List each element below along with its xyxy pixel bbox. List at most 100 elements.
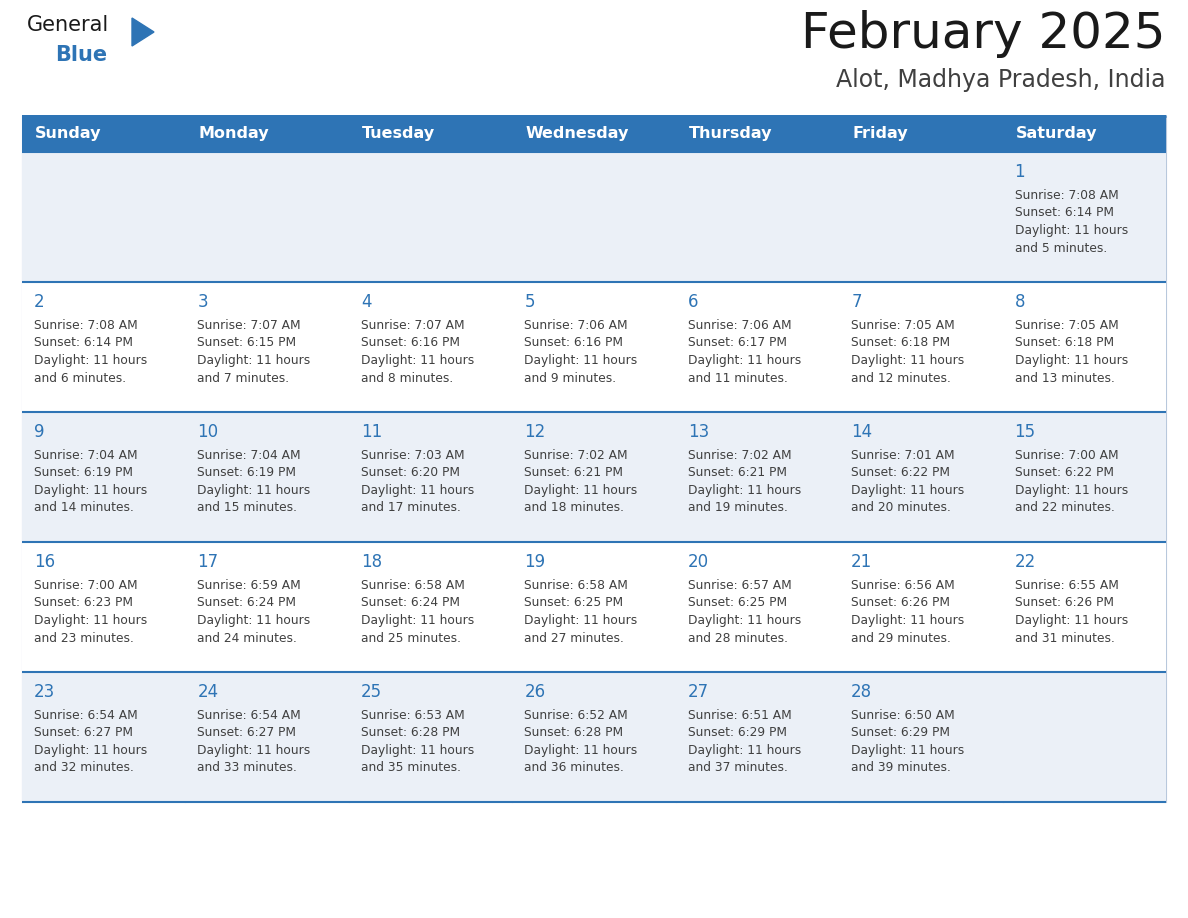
Bar — [676, 282, 839, 412]
Text: Sunrise: 7:02 AM
Sunset: 6:21 PM
Daylight: 11 hours
and 19 minutes.: Sunrise: 7:02 AM Sunset: 6:21 PM Dayligh… — [688, 449, 801, 514]
Text: 21: 21 — [851, 553, 872, 571]
Text: 3: 3 — [197, 293, 208, 311]
Bar — [349, 116, 512, 152]
Text: Sunrise: 6:57 AM
Sunset: 6:25 PM
Daylight: 11 hours
and 28 minutes.: Sunrise: 6:57 AM Sunset: 6:25 PM Dayligh… — [688, 579, 801, 644]
Bar — [512, 152, 676, 282]
Bar — [1003, 412, 1165, 542]
Bar — [1003, 282, 1165, 412]
Text: Sunrise: 7:08 AM
Sunset: 6:14 PM
Daylight: 11 hours
and 5 minutes.: Sunrise: 7:08 AM Sunset: 6:14 PM Dayligh… — [1015, 189, 1127, 254]
Bar — [185, 672, 349, 802]
Text: Sunrise: 6:50 AM
Sunset: 6:29 PM
Daylight: 11 hours
and 39 minutes.: Sunrise: 6:50 AM Sunset: 6:29 PM Dayligh… — [851, 709, 965, 775]
Text: Blue: Blue — [55, 45, 107, 65]
Text: Sunrise: 6:54 AM
Sunset: 6:27 PM
Daylight: 11 hours
and 32 minutes.: Sunrise: 6:54 AM Sunset: 6:27 PM Dayligh… — [34, 709, 147, 775]
Bar — [23, 152, 185, 282]
Bar — [512, 542, 676, 672]
Text: 13: 13 — [688, 423, 709, 441]
Text: Sunrise: 7:05 AM
Sunset: 6:18 PM
Daylight: 11 hours
and 12 minutes.: Sunrise: 7:05 AM Sunset: 6:18 PM Dayligh… — [851, 319, 965, 385]
Bar — [23, 282, 185, 412]
Bar — [839, 542, 1003, 672]
Text: Sunrise: 7:04 AM
Sunset: 6:19 PM
Daylight: 11 hours
and 14 minutes.: Sunrise: 7:04 AM Sunset: 6:19 PM Dayligh… — [34, 449, 147, 514]
Text: 7: 7 — [851, 293, 861, 311]
Text: Sunrise: 7:08 AM
Sunset: 6:14 PM
Daylight: 11 hours
and 6 minutes.: Sunrise: 7:08 AM Sunset: 6:14 PM Dayligh… — [34, 319, 147, 385]
Text: 12: 12 — [524, 423, 545, 441]
Bar — [839, 116, 1003, 152]
Bar — [839, 412, 1003, 542]
Bar — [1003, 116, 1165, 152]
Text: 22: 22 — [1015, 553, 1036, 571]
Text: Sunrise: 7:01 AM
Sunset: 6:22 PM
Daylight: 11 hours
and 20 minutes.: Sunrise: 7:01 AM Sunset: 6:22 PM Dayligh… — [851, 449, 965, 514]
Text: Alot, Madhya Pradesh, India: Alot, Madhya Pradesh, India — [836, 68, 1165, 92]
Text: Sunrise: 7:07 AM
Sunset: 6:16 PM
Daylight: 11 hours
and 8 minutes.: Sunrise: 7:07 AM Sunset: 6:16 PM Dayligh… — [361, 319, 474, 385]
Text: 9: 9 — [34, 423, 44, 441]
Text: 1: 1 — [1015, 163, 1025, 181]
Bar — [23, 412, 185, 542]
Text: Tuesday: Tuesday — [362, 127, 435, 141]
Text: Sunrise: 7:03 AM
Sunset: 6:20 PM
Daylight: 11 hours
and 17 minutes.: Sunrise: 7:03 AM Sunset: 6:20 PM Dayligh… — [361, 449, 474, 514]
Bar — [185, 282, 349, 412]
Text: Sunrise: 7:06 AM
Sunset: 6:16 PM
Daylight: 11 hours
and 9 minutes.: Sunrise: 7:06 AM Sunset: 6:16 PM Dayligh… — [524, 319, 638, 385]
Text: 8: 8 — [1015, 293, 1025, 311]
Bar — [349, 672, 512, 802]
Polygon shape — [132, 18, 154, 46]
Bar — [1003, 152, 1165, 282]
Text: Sunrise: 7:02 AM
Sunset: 6:21 PM
Daylight: 11 hours
and 18 minutes.: Sunrise: 7:02 AM Sunset: 6:21 PM Dayligh… — [524, 449, 638, 514]
Text: 20: 20 — [688, 553, 709, 571]
Bar — [349, 282, 512, 412]
Text: February 2025: February 2025 — [802, 10, 1165, 58]
Text: Sunrise: 6:54 AM
Sunset: 6:27 PM
Daylight: 11 hours
and 33 minutes.: Sunrise: 6:54 AM Sunset: 6:27 PM Dayligh… — [197, 709, 311, 775]
Text: 26: 26 — [524, 683, 545, 701]
Text: Sunrise: 7:07 AM
Sunset: 6:15 PM
Daylight: 11 hours
and 7 minutes.: Sunrise: 7:07 AM Sunset: 6:15 PM Dayligh… — [197, 319, 311, 385]
Bar — [839, 672, 1003, 802]
Text: 6: 6 — [688, 293, 699, 311]
Bar — [185, 116, 349, 152]
Text: Sunrise: 7:05 AM
Sunset: 6:18 PM
Daylight: 11 hours
and 13 minutes.: Sunrise: 7:05 AM Sunset: 6:18 PM Dayligh… — [1015, 319, 1127, 385]
Bar — [1003, 542, 1165, 672]
Text: Sunday: Sunday — [34, 127, 101, 141]
Text: 27: 27 — [688, 683, 709, 701]
Bar — [676, 116, 839, 152]
Text: Sunrise: 7:06 AM
Sunset: 6:17 PM
Daylight: 11 hours
and 11 minutes.: Sunrise: 7:06 AM Sunset: 6:17 PM Dayligh… — [688, 319, 801, 385]
Text: Sunrise: 7:00 AM
Sunset: 6:23 PM
Daylight: 11 hours
and 23 minutes.: Sunrise: 7:00 AM Sunset: 6:23 PM Dayligh… — [34, 579, 147, 644]
Text: 15: 15 — [1015, 423, 1036, 441]
Bar — [839, 282, 1003, 412]
Text: Sunrise: 6:51 AM
Sunset: 6:29 PM
Daylight: 11 hours
and 37 minutes.: Sunrise: 6:51 AM Sunset: 6:29 PM Dayligh… — [688, 709, 801, 775]
Text: Sunrise: 6:55 AM
Sunset: 6:26 PM
Daylight: 11 hours
and 31 minutes.: Sunrise: 6:55 AM Sunset: 6:26 PM Dayligh… — [1015, 579, 1127, 644]
Text: Sunrise: 6:58 AM
Sunset: 6:25 PM
Daylight: 11 hours
and 27 minutes.: Sunrise: 6:58 AM Sunset: 6:25 PM Dayligh… — [524, 579, 638, 644]
Bar — [185, 542, 349, 672]
Bar — [23, 542, 185, 672]
Bar — [349, 542, 512, 672]
Text: Saturday: Saturday — [1016, 127, 1097, 141]
Text: Sunrise: 6:56 AM
Sunset: 6:26 PM
Daylight: 11 hours
and 29 minutes.: Sunrise: 6:56 AM Sunset: 6:26 PM Dayligh… — [851, 579, 965, 644]
Text: 28: 28 — [851, 683, 872, 701]
Text: 14: 14 — [851, 423, 872, 441]
Text: Sunrise: 7:04 AM
Sunset: 6:19 PM
Daylight: 11 hours
and 15 minutes.: Sunrise: 7:04 AM Sunset: 6:19 PM Dayligh… — [197, 449, 311, 514]
Bar — [23, 116, 185, 152]
Bar — [512, 412, 676, 542]
Text: 17: 17 — [197, 553, 219, 571]
Text: Sunrise: 7:00 AM
Sunset: 6:22 PM
Daylight: 11 hours
and 22 minutes.: Sunrise: 7:00 AM Sunset: 6:22 PM Dayligh… — [1015, 449, 1127, 514]
Text: Sunrise: 6:52 AM
Sunset: 6:28 PM
Daylight: 11 hours
and 36 minutes.: Sunrise: 6:52 AM Sunset: 6:28 PM Dayligh… — [524, 709, 638, 775]
Text: Wednesday: Wednesday — [525, 127, 628, 141]
Text: Monday: Monday — [198, 127, 268, 141]
Text: Thursday: Thursday — [689, 127, 772, 141]
Text: 16: 16 — [34, 553, 55, 571]
Text: 25: 25 — [361, 683, 383, 701]
Text: 18: 18 — [361, 553, 383, 571]
Bar — [349, 412, 512, 542]
Bar — [512, 116, 676, 152]
Bar — [349, 152, 512, 282]
Text: 2: 2 — [34, 293, 45, 311]
Text: Sunrise: 6:58 AM
Sunset: 6:24 PM
Daylight: 11 hours
and 25 minutes.: Sunrise: 6:58 AM Sunset: 6:24 PM Dayligh… — [361, 579, 474, 644]
Text: 5: 5 — [524, 293, 535, 311]
Text: 10: 10 — [197, 423, 219, 441]
Text: Sunrise: 6:53 AM
Sunset: 6:28 PM
Daylight: 11 hours
and 35 minutes.: Sunrise: 6:53 AM Sunset: 6:28 PM Dayligh… — [361, 709, 474, 775]
Text: 4: 4 — [361, 293, 372, 311]
Bar — [1003, 672, 1165, 802]
Bar — [676, 152, 839, 282]
Text: 19: 19 — [524, 553, 545, 571]
Bar — [676, 412, 839, 542]
Text: Friday: Friday — [852, 127, 908, 141]
Bar — [185, 412, 349, 542]
Bar — [512, 282, 676, 412]
Text: 24: 24 — [197, 683, 219, 701]
